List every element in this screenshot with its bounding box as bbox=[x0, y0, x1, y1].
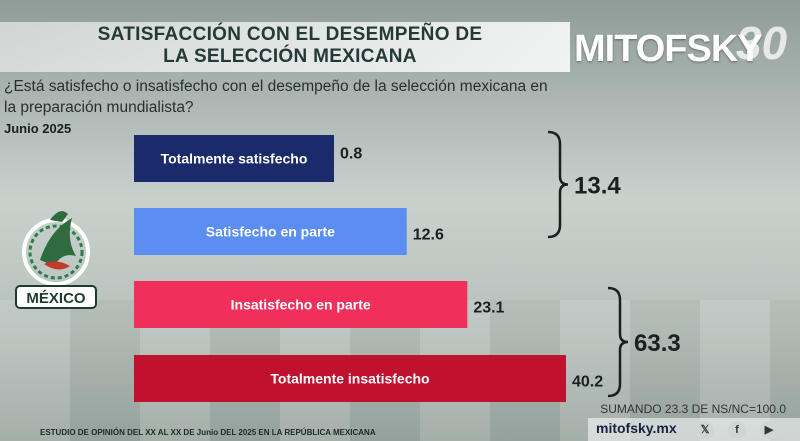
footer-bar bbox=[588, 418, 800, 441]
title-line-2: LA SELECCIÓN MEXICANA bbox=[163, 46, 417, 67]
chart-title: SATISFACCIÓN CON EL DESEMPEÑO DE LA SELE… bbox=[20, 24, 560, 68]
title-line-1: SATISFACCIÓN CON EL DESEMPEÑO DE bbox=[97, 24, 483, 45]
bar-label-3: Totalmente insatisfecho bbox=[270, 371, 429, 387]
value-label-0: 0.8 bbox=[340, 146, 362, 163]
value-label-2: 23.1 bbox=[473, 300, 504, 317]
logo-number: 30 bbox=[736, 17, 788, 69]
survey-question: ¿Está satisfecho o insatisfecho con el d… bbox=[4, 78, 548, 116]
bar-label-1: Satisfecho en parte bbox=[206, 224, 335, 240]
group-bracket-0 bbox=[547, 130, 569, 239]
group-bracket-1 bbox=[607, 286, 629, 398]
value-label-3: 40.2 bbox=[572, 374, 603, 391]
logo-text: MITOFSKY bbox=[574, 28, 763, 70]
bar-1 bbox=[134, 208, 407, 255]
survey-date: Junio 2025 bbox=[4, 121, 72, 136]
youtube-icon[interactable]: ▶ bbox=[760, 421, 778, 439]
sum-note: SUMANDO 23.3 DE NS/NC=100.0 bbox=[600, 402, 786, 416]
title-band bbox=[0, 22, 570, 72]
group-total-1: 63.3 bbox=[634, 330, 681, 357]
group-total-0: 13.4 bbox=[574, 173, 621, 200]
bar-0 bbox=[134, 135, 334, 182]
bar-label-2: Insatisfecho en parte bbox=[231, 297, 371, 313]
mexico-emblem-icon: MÉXICO bbox=[15, 211, 97, 309]
study-note: ESTUDIO DE OPINIÓN DEL XX AL XX DE Junio… bbox=[40, 428, 376, 437]
value-label-1: 12.6 bbox=[413, 227, 444, 244]
mitofsky-logo: MITOFSKY 30 bbox=[574, 17, 796, 74]
bar-2 bbox=[134, 281, 468, 328]
emblem-label: MÉXICO bbox=[26, 290, 86, 307]
bar-3 bbox=[134, 355, 566, 402]
facebook-icon[interactable]: f bbox=[728, 421, 746, 439]
bar-label-0: Totalmente satisfecho bbox=[161, 151, 308, 167]
footer-brand-link[interactable]: mitofsky.mx bbox=[596, 420, 677, 436]
x-icon[interactable]: 𝕏 bbox=[696, 421, 714, 439]
